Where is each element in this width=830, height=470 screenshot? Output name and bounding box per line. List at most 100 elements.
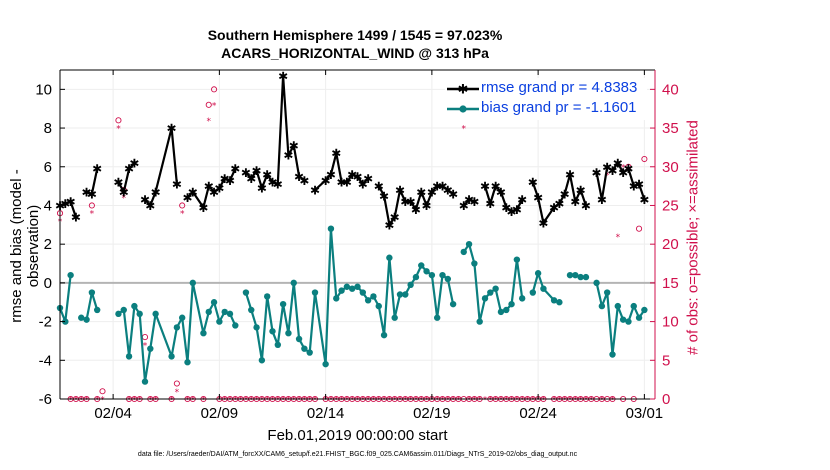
bias-point <box>295 335 303 343</box>
obs-assimilated-point: * <box>610 396 615 406</box>
bias-point <box>269 328 276 335</box>
rmse-point: ✱ <box>517 193 527 207</box>
svg-text:✱: ✱ <box>458 83 469 98</box>
rmse-point: ✱ <box>549 201 559 215</box>
rmse-point: ✱ <box>198 201 208 215</box>
rmse-point: ✱ <box>92 162 102 176</box>
rmse-point: ✱ <box>480 180 490 194</box>
bias-point <box>503 306 510 314</box>
rmse-point: ✱ <box>629 180 639 194</box>
bias-point <box>173 324 181 331</box>
bias-point <box>508 300 515 308</box>
bias-point <box>423 268 430 275</box>
obs-assimilated-point: * <box>600 396 605 406</box>
obs-assimilated-point: * <box>605 171 610 181</box>
rmse-point: ✱ <box>278 69 288 83</box>
bias-point <box>168 353 175 360</box>
bias-point <box>614 302 622 310</box>
bias-point <box>572 271 579 279</box>
rmse-point: ✱ <box>448 187 458 201</box>
obs-assimilated-point: * <box>552 396 557 406</box>
rmse-point: ✱ <box>273 178 283 192</box>
obs-assimilated-point: * <box>637 0 642 3</box>
bias-point <box>253 324 260 331</box>
obs-assimilated-point: * <box>642 0 647 3</box>
bias-point <box>216 318 223 325</box>
obs-assimilated-point: * <box>276 396 281 406</box>
obs-assimilated-point: * <box>191 396 196 406</box>
rmse-point: ✱ <box>241 166 251 180</box>
bias-point <box>125 353 133 360</box>
bias-point <box>93 306 101 314</box>
rmse-point: ✱ <box>337 176 347 190</box>
obs-assimilated-point: * <box>307 396 312 406</box>
bias-point <box>62 318 69 325</box>
rmse-point: ✱ <box>639 193 649 207</box>
obs-assimilated-point: * <box>228 396 233 406</box>
rmse-point: ✱ <box>379 189 389 203</box>
bias-point <box>609 351 616 358</box>
rmse-point: ✱ <box>501 201 511 215</box>
bias-point <box>285 330 292 337</box>
legend-label-rmse: rmse grand pr = 4.8383 <box>481 79 638 96</box>
rmse-point: ✱ <box>363 172 373 186</box>
bias-point <box>534 270 542 277</box>
obs-assimilated-point: * <box>488 396 493 406</box>
bias-point <box>221 308 228 316</box>
bias-point <box>354 283 361 290</box>
y-tick-label-left: 10 <box>35 81 52 98</box>
rmse-point: ✱ <box>140 193 150 207</box>
obs-possible-point <box>205 101 212 108</box>
y-tick-label-left: -2 <box>39 314 52 331</box>
obs-assimilated-point: * <box>350 396 355 406</box>
obs-assimilated-point: * <box>616 233 621 243</box>
obs-assimilated-point: * <box>589 396 594 406</box>
bias-point <box>577 273 584 281</box>
bias-point <box>391 314 398 321</box>
bias-point <box>184 359 191 366</box>
y-tick-label-right: 10 <box>662 314 679 331</box>
rmse-point: ✱ <box>613 156 623 170</box>
obs-assimilated-point: * <box>440 396 445 406</box>
rmse-point: ✱ <box>188 185 198 199</box>
bias-point <box>518 295 526 302</box>
obs-assimilated-point: * <box>361 396 366 406</box>
rmse-point: ✱ <box>491 180 501 194</box>
rmse-point: ✱ <box>204 180 214 194</box>
obs-assimilated-point: * <box>430 396 435 406</box>
rmse-point: ✱ <box>422 199 432 213</box>
obs-assimilated-point: * <box>520 396 525 406</box>
obs-assimilated-point: * <box>95 396 100 406</box>
bias-point <box>364 297 372 304</box>
rmse-point: ✱ <box>623 162 633 176</box>
rmse-point: ✱ <box>230 162 240 176</box>
bias-point <box>402 291 409 298</box>
rmse-point: ✱ <box>252 164 262 178</box>
obs-assimilated-point: * <box>467 396 472 406</box>
bias-point <box>306 349 313 356</box>
obs-assimilated-point: * <box>515 396 520 406</box>
obs-assimilated-point: * <box>483 396 488 406</box>
bias-point <box>67 271 74 279</box>
obs-assimilated-point: * <box>233 396 238 406</box>
bias-point <box>550 297 558 304</box>
rmse-point: ✱ <box>220 172 230 186</box>
bias-point <box>333 295 340 302</box>
obs-assimilated-point: * <box>249 396 254 406</box>
rmse-point: ✱ <box>496 185 506 199</box>
bias-point <box>338 287 345 294</box>
x-tick-label: 02/19 <box>413 405 451 422</box>
rmse-point: ✱ <box>560 187 570 201</box>
bias-point <box>497 308 505 316</box>
obs-possible-point <box>179 202 186 209</box>
rmse-point: ✱ <box>214 182 224 196</box>
bias-point <box>205 308 212 316</box>
rmse-point: ✱ <box>464 193 474 207</box>
bias-point <box>433 314 441 321</box>
rmse-point: ✱ <box>358 178 368 192</box>
rmse-point: ✱ <box>82 185 92 199</box>
bias-point <box>311 289 319 296</box>
bias-point <box>210 299 218 306</box>
rmse-line <box>59 200 77 218</box>
x-tick-label: 02/09 <box>201 405 239 422</box>
